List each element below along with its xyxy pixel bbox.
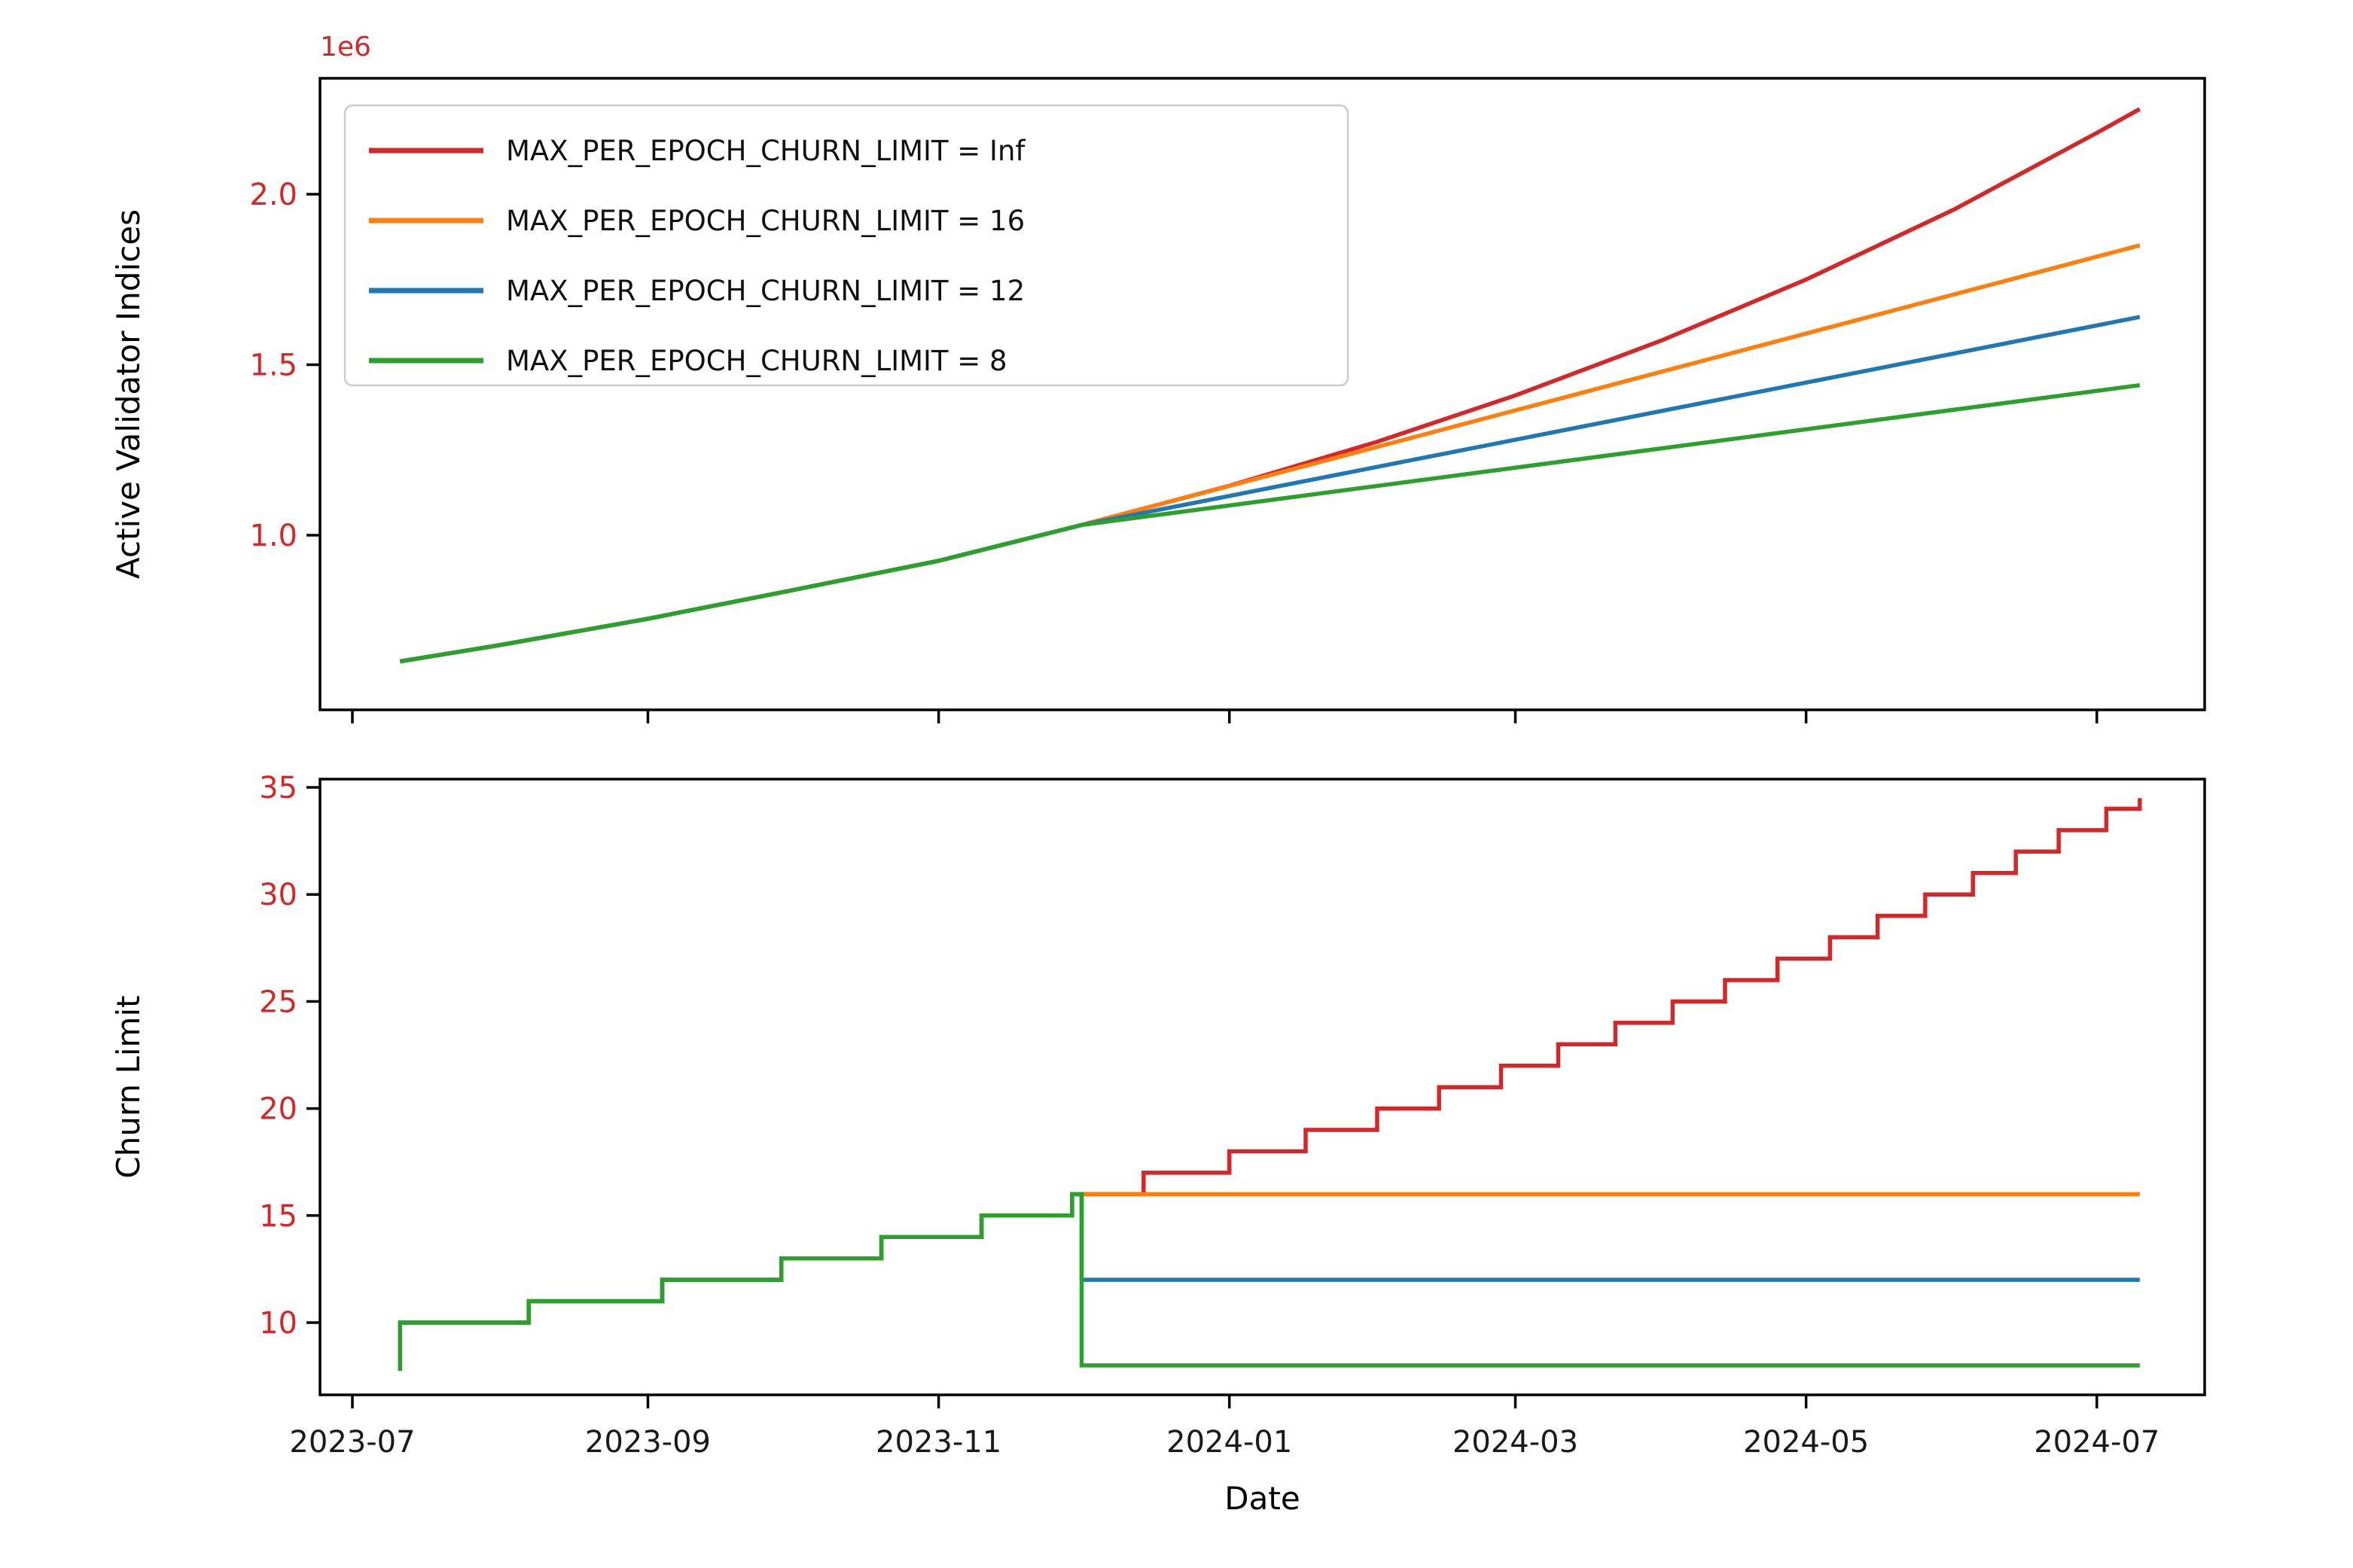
y-tick-label: 15	[259, 1199, 297, 1234]
x-axis-title: Date	[1224, 1480, 1300, 1517]
legend-label: MAX_PER_EPOCH_CHURN_LIMIT = 8	[506, 345, 1007, 377]
y-tick-label: 10	[259, 1306, 297, 1341]
legend-label: MAX_PER_EPOCH_CHURN_LIMIT = 12	[506, 275, 1025, 307]
y-axis-title: Active Validator Indices	[110, 209, 147, 579]
y-tick-label: 1.5	[249, 349, 297, 383]
y-tick-label: 25	[259, 985, 297, 1019]
x-tick-label: 2024-05	[1743, 1425, 1869, 1460]
x-tick-label: 2024-07	[2034, 1425, 2159, 1460]
x-tick-label: 2024-01	[1166, 1425, 1292, 1460]
bottom-step-8	[398, 1192, 2140, 1371]
x-tick-label: 2023-09	[585, 1425, 711, 1460]
y-tick-label: 2.0	[249, 178, 297, 212]
panel-1: 10 15 20 25 30 35 2023-07 2023-09 2023-11 2024-01…	[110, 771, 2206, 1517]
y-tick-label: 1.0	[249, 519, 297, 553]
y-axis-title: Churn Limit	[110, 995, 147, 1178]
y-tick-label: 35	[259, 771, 297, 805]
legend-box	[343, 104, 1349, 387]
x-tick-label: 2024-03	[1452, 1425, 1578, 1460]
legend-label: MAX_PER_EPOCH_CHURN_LIMIT = Inf	[506, 135, 1026, 167]
legend-label: MAX_PER_EPOCH_CHURN_LIMIT = 16	[506, 205, 1025, 237]
x-tick-label: 2023-11	[876, 1425, 1001, 1460]
top-line-8	[399, 382, 2141, 664]
x-tick-label: 2023-07	[289, 1425, 415, 1460]
bottom-plot-frame	[319, 778, 2206, 1396]
y-tick-label: 30	[259, 878, 297, 912]
top-plot-frame	[319, 77, 2206, 711]
y-axis-offset-label: 1e6	[320, 32, 371, 62]
y-tick-label: 20	[259, 1092, 297, 1127]
panel-0: 1.0 1.5 2.0 Active Validator Indices 1e6 MAX_…	[110, 32, 2206, 723]
legend: MAX_PER_EPOCH_CHURN_LIMIT = Inf MAX_PER_E…	[343, 104, 1349, 387]
